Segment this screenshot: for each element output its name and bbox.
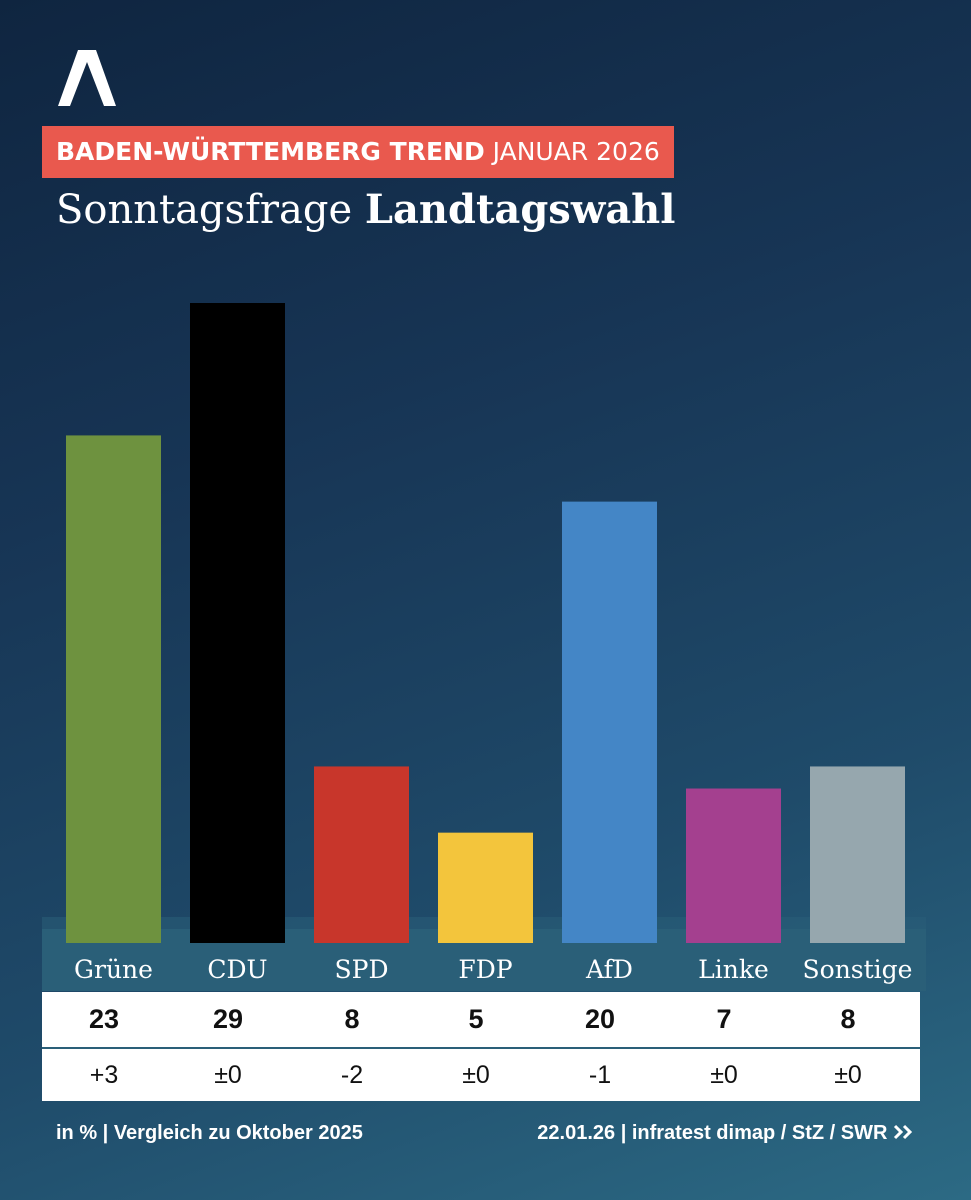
value-cell: 20 (584, 1004, 616, 1034)
tagline-date: JANUAR 2026 (492, 137, 660, 166)
value-cell: 29 (212, 1004, 244, 1034)
chart-title: Sonntagsfrage Landtagswahl (56, 186, 675, 233)
values-row: 23 29 8 5 20 7 8 (42, 992, 920, 1049)
bar-spd (314, 766, 409, 943)
change-cell: ±0 (462, 1060, 490, 1089)
bar-sonstige (810, 766, 905, 943)
footer-source-text: 22.01.26 | infratest dimap / StZ / (537, 1122, 836, 1144)
category-label: Grüne (74, 955, 153, 984)
tagline: BADEN-WÜRTTEMBERG TREND JANUAR 2026 (42, 126, 674, 178)
category-label: Linke (698, 955, 769, 984)
change-cell: ±0 (214, 1060, 242, 1089)
bar-fdp (438, 832, 533, 943)
change-cell: ±0 (710, 1060, 738, 1089)
category-label: Sonstige (803, 955, 913, 984)
changes-row: +3 ±0 -2 ±0 -1 ±0 ±0 (42, 1049, 920, 1101)
bar-afd (562, 501, 657, 943)
swr-logo: SWR (840, 1122, 888, 1144)
value-cell: 8 (840, 1004, 856, 1034)
change-cell: +3 (89, 1060, 119, 1089)
bar-linke (686, 788, 781, 943)
change-cell: -2 (340, 1060, 364, 1089)
ard-logo (58, 50, 116, 106)
change-cell: -1 (588, 1060, 612, 1089)
value-cell: 5 (468, 1004, 484, 1034)
title-bold: Landtagswahl (364, 186, 676, 233)
category-label: AfD (585, 955, 633, 984)
footer-source: 22.01.26 | infratest dimap / StZ / SWR (537, 1122, 915, 1145)
change-cell: ±0 (834, 1060, 862, 1089)
bar-grüne (66, 435, 161, 943)
title-regular: Sonntagsfrage (56, 187, 353, 233)
category-label: FDP (458, 955, 512, 984)
footer-note: in % | Vergleich zu Oktober 2025 (56, 1122, 363, 1144)
value-cell: 23 (88, 1004, 120, 1034)
double-chevron-icon (893, 1124, 913, 1140)
category-label: SPD (335, 955, 389, 984)
tagline-region: BADEN-WÜRTTEMBERG TREND (56, 137, 485, 166)
value-cell: 7 (716, 1004, 732, 1034)
bar-cdu (190, 303, 285, 943)
category-label: CDU (207, 955, 267, 984)
value-cell: 8 (344, 1004, 360, 1034)
